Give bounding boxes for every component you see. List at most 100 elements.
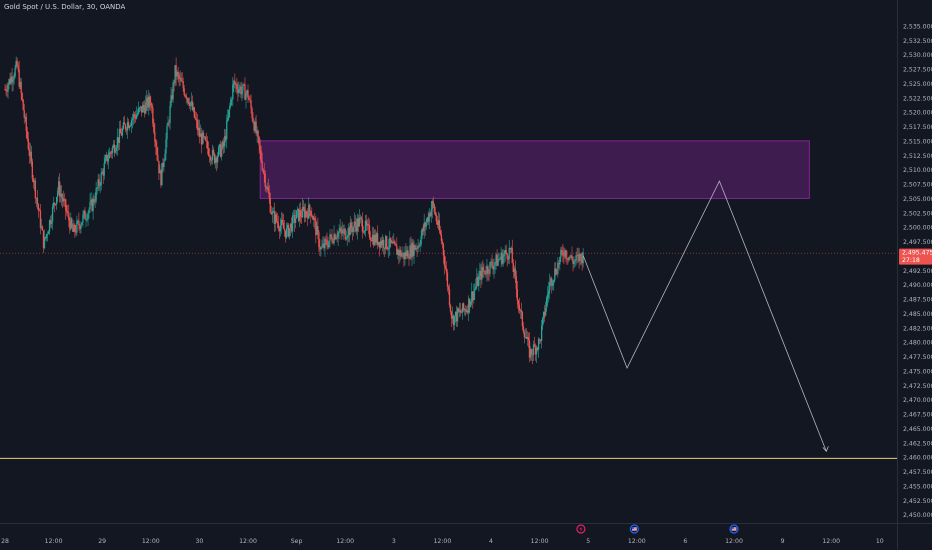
candle-body [495, 254, 497, 263]
us-flag-icon[interactable] [729, 524, 739, 534]
candle-body [125, 129, 128, 131]
candle-body [415, 247, 417, 250]
candle-body [203, 136, 206, 138]
candle-body [544, 311, 546, 316]
candle-body [487, 266, 489, 274]
candle-body [288, 228, 291, 237]
last-price-box [899, 248, 932, 265]
earnings-icon[interactable] [576, 524, 586, 534]
us-flag-icon[interactable] [629, 524, 639, 534]
candle-body [77, 220, 79, 222]
time-tick-label: 3 [392, 538, 396, 545]
candle-body [49, 220, 52, 224]
event-markers[interactable] [576, 524, 739, 534]
candle-body [551, 278, 553, 286]
candle-body [105, 154, 107, 159]
candle-body [132, 114, 135, 119]
candle-body [267, 187, 269, 193]
candle-body [102, 171, 104, 176]
candle-body [291, 215, 294, 232]
candle-body [332, 241, 334, 243]
price-tick-label: 2,482.500 [903, 325, 932, 332]
candle-body [481, 267, 483, 280]
chart-title: Gold Spot / U.S. Dollar, 30, OANDA [4, 3, 126, 11]
price-tick-label: 2,505.000 [903, 196, 932, 203]
candle-body [94, 200, 96, 203]
candle-body [269, 198, 271, 213]
candle-body [383, 239, 385, 249]
candle-body [185, 95, 187, 99]
candle-body [268, 192, 270, 199]
candle-body [8, 79, 10, 85]
candle-body [69, 220, 71, 230]
candle-body [126, 122, 129, 131]
candle-body [104, 158, 106, 164]
candle-body [19, 81, 21, 87]
candle-body [176, 71, 178, 77]
price-axis[interactable]: 2,535.000 2,532.500 2,530.000 2,527.500 2,52… [903, 23, 932, 519]
candle-body [195, 118, 198, 121]
candle-body [252, 118, 254, 123]
candle-body [135, 114, 138, 119]
candle-body [174, 65, 176, 84]
candle-body [324, 239, 326, 249]
candle-body [468, 298, 470, 313]
candle-body [466, 310, 468, 312]
candle-body [284, 230, 287, 238]
candle-body [38, 210, 41, 212]
candle-body [541, 318, 544, 326]
time-axis[interactable]: 28 12:00 29 12:00 30 12:00 Sep 12:00 3 12:00 4 12:0… [1, 538, 884, 545]
candle-body [496, 254, 498, 266]
price-tick-label: 2,497.500 [903, 239, 932, 246]
candle-body [18, 69, 20, 87]
candle-body [222, 141, 224, 148]
candle-body [337, 232, 339, 238]
candle-body [573, 261, 575, 264]
candle-body [490, 261, 492, 263]
candle-body [254, 121, 256, 131]
candle-body [275, 214, 277, 222]
candle-body [45, 234, 48, 239]
candle-body [339, 227, 341, 232]
candle-body [502, 256, 504, 264]
price-tick-label: 2,490.000 [903, 282, 932, 289]
candles [4, 56, 584, 365]
price-tick-label: 2,477.500 [903, 354, 932, 361]
candle-body [249, 99, 251, 101]
candle-body [413, 245, 415, 256]
price-tick-label: 2,480.000 [903, 340, 932, 347]
candle-body [330, 234, 332, 237]
candle-body [52, 202, 55, 207]
candle-body [429, 213, 431, 217]
candle-body [442, 243, 445, 256]
candle-body [106, 154, 108, 162]
candle-body [199, 133, 202, 137]
candle-body [78, 220, 80, 226]
candle-body [582, 252, 584, 264]
candle-body [260, 150, 262, 161]
candle-body [229, 105, 231, 110]
candle-body [175, 65, 177, 77]
candle-body [109, 152, 111, 154]
candle-body [535, 347, 538, 355]
candle-body [282, 223, 285, 229]
candle-body [98, 179, 100, 186]
candle-body [530, 348, 533, 355]
candle-body [35, 197, 38, 199]
candle-body [480, 270, 482, 280]
candle-body [88, 209, 90, 214]
candle-body [178, 74, 180, 79]
candle-body [197, 127, 200, 131]
candle-body [508, 247, 510, 259]
candle-body [166, 125, 168, 140]
candle-body [140, 106, 142, 108]
candle-body [163, 161, 165, 168]
candle-body [311, 215, 313, 217]
candle-body [20, 81, 22, 94]
candle-body [111, 147, 113, 154]
candle-body [306, 211, 308, 214]
candle-body [574, 260, 576, 262]
candle-body [358, 217, 361, 227]
candle-body [112, 144, 114, 148]
